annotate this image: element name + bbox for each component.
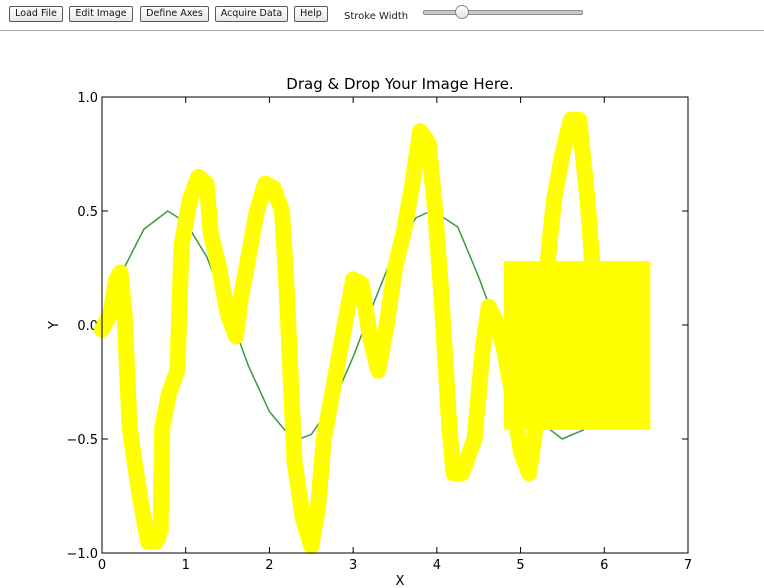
plot-canvas[interactable]: Drag & Drop Your Image Here. 0 1 2 3 4 5 6 7 −1.… <box>0 31 764 588</box>
edit-image-button[interactable]: Edit Image <box>69 6 133 22</box>
highlighter-rect <box>503 261 651 430</box>
y-axis-label: Y <box>47 321 62 330</box>
y-tick-label: 0.0 <box>77 319 98 334</box>
highlighter-stroke <box>94 111 603 555</box>
y-tick-label: −0.5 <box>66 433 98 448</box>
slider-thumb[interactable] <box>455 5 470 19</box>
toolbar-divider <box>0 30 764 31</box>
x-tick-label: 6 <box>600 558 608 573</box>
x-tick-label: 5 <box>516 558 524 573</box>
stroke-width-label: Stroke Width <box>344 11 409 22</box>
y-tick-label: 0.5 <box>77 205 98 220</box>
slider-track[interactable] <box>423 10 583 15</box>
x-tick-label: 7 <box>684 558 692 573</box>
x-tick-label: 2 <box>265 558 273 573</box>
define-axes-button[interactable]: Define Axes <box>140 6 209 22</box>
y-tick-label: 1.0 <box>77 91 98 106</box>
x-axis-label: X <box>396 574 405 588</box>
x-tick-label: 1 <box>182 558 190 573</box>
y-tick-label: −1.0 <box>66 547 98 562</box>
x-tick-label: 3 <box>349 558 357 573</box>
chart-title: Drag & Drop Your Image Here. <box>286 75 513 93</box>
stroke-width-slider[interactable] <box>423 5 583 19</box>
toolbar: Load File Edit Image Define Axes Acquire… <box>0 0 764 30</box>
help-button[interactable]: Help <box>294 6 328 22</box>
acquire-data-button[interactable]: Acquire Data <box>215 6 288 22</box>
x-tick-label: 0 <box>98 558 106 573</box>
highlighter-overlay <box>94 111 651 555</box>
load-file-button[interactable]: Load File <box>9 6 63 22</box>
plot-frame <box>101 96 689 554</box>
x-tick-label: 4 <box>433 558 441 573</box>
